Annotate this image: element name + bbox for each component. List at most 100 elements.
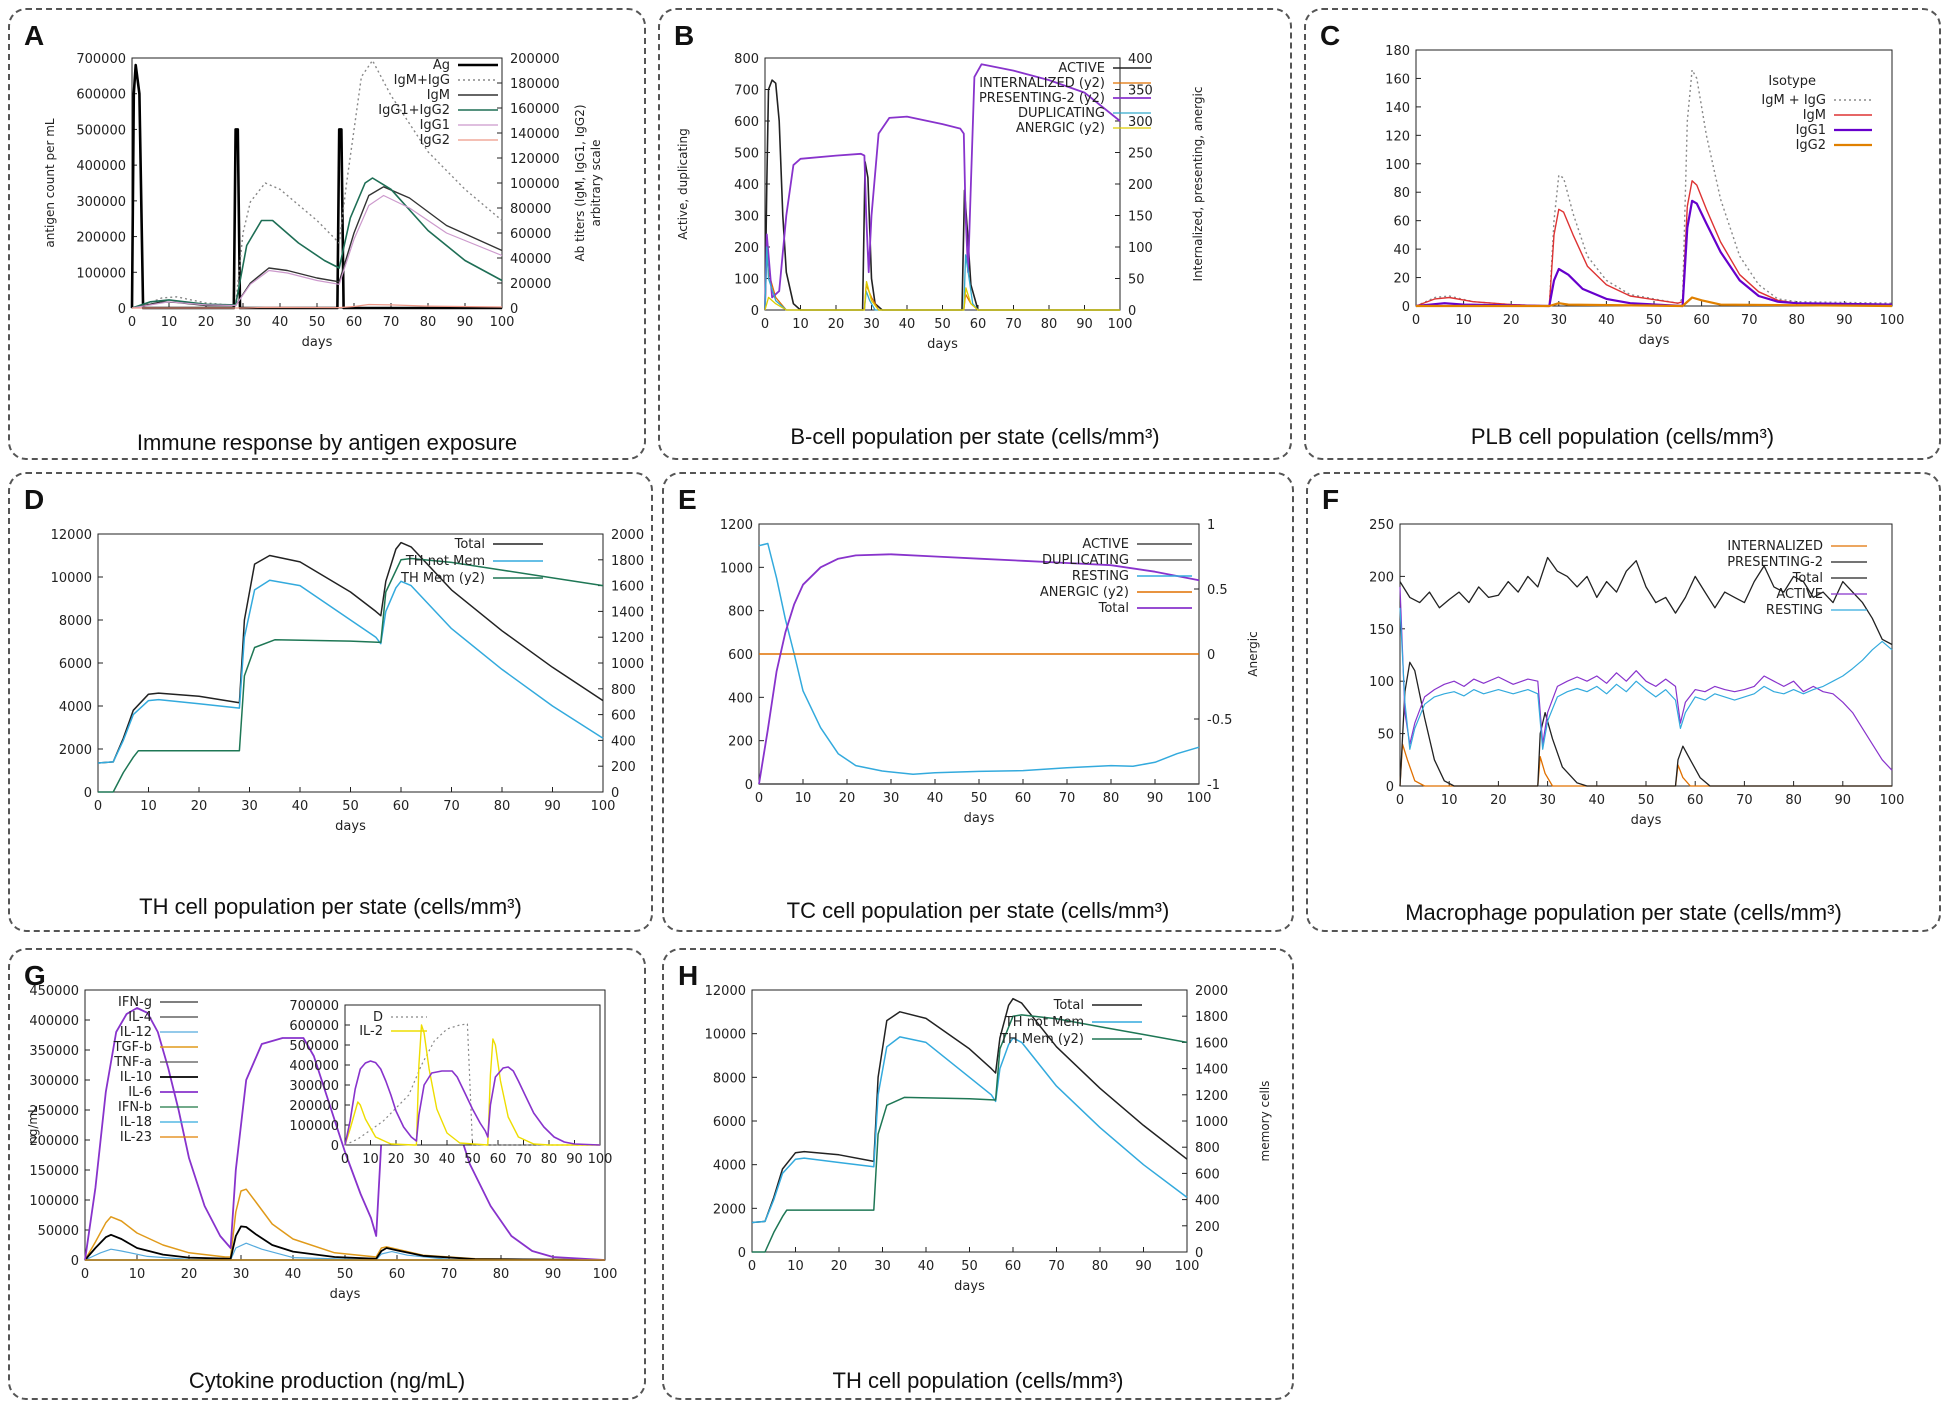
y2-tick-label: 800 — [1195, 1141, 1220, 1156]
y-tick-label: 100000 — [29, 1194, 79, 1209]
x-tick-label: 90 — [1135, 1259, 1152, 1274]
y-tick-label: 700000 — [289, 999, 339, 1014]
legend-label: TH not Mem — [405, 554, 485, 569]
x-axis-label: days — [954, 1279, 985, 1294]
y-tick-label: 250000 — [29, 1104, 79, 1119]
plot-frame — [751, 989, 1188, 1253]
y-tick-label: 1000 — [720, 561, 753, 576]
x-tick-label: 30 — [233, 1267, 250, 1282]
x-tick-label: 70 — [515, 1152, 532, 1167]
series-line — [1415, 180, 1893, 307]
y2-tick-label: 40000 — [510, 252, 551, 267]
y-tick-label: 140 — [1385, 101, 1410, 116]
legend-label: IgM — [1803, 108, 1826, 123]
legend-label: Total — [1053, 998, 1084, 1013]
chart-cytokine-production: 0 10 20 30 40 50 60 70 80 90 100050000100000150000… — [26, 984, 618, 1302]
y-axis-label: Active, duplicating — [676, 128, 690, 239]
panel-letter: H — [678, 960, 699, 991]
series-line — [344, 1060, 601, 1146]
y2-tick-label: 0 — [1195, 1246, 1203, 1261]
y2-tick-label: 1600 — [611, 580, 644, 595]
x-tick-label: 70 — [1736, 793, 1753, 808]
x-tick-label: 20 — [198, 315, 215, 330]
series-line — [131, 186, 503, 309]
x-tick-label: 0 — [94, 799, 102, 814]
y2-tick-label: 0.5 — [1207, 583, 1228, 598]
y-tick-label: 50 — [1377, 728, 1394, 743]
x-tick-label: 70 — [1741, 313, 1758, 328]
series-line — [1416, 296, 1893, 308]
series-line — [132, 303, 503, 309]
y-tick-label: 700 — [734, 84, 759, 99]
y2-tick-label: 80000 — [510, 202, 551, 217]
legend-label: ANERGIC (y2) — [1040, 585, 1129, 600]
legend-label: DUPLICATING — [1042, 553, 1129, 568]
y-tick-label: 60 — [1393, 215, 1410, 230]
legend-label: IL-2 — [359, 1024, 383, 1039]
panel-caption: TH cell population per state (cells/mm³) — [139, 894, 522, 919]
chart-th-cell-population: 0 10 20 30 40 50 60 70 80 90 100020004000600080001… — [705, 984, 1272, 1294]
series-line — [84, 1225, 606, 1261]
panel-letter: B — [674, 20, 695, 51]
x-tick-label: 100 — [593, 1267, 618, 1282]
y-tick-label: 0 — [331, 1139, 339, 1154]
x-tick-label: 0 — [81, 1267, 89, 1282]
y-tick-label: 40 — [1393, 243, 1410, 258]
y2-axis-label: Internalized, presenting, anergic — [1191, 87, 1205, 282]
legend-label: RESTING — [1072, 569, 1129, 584]
series-line — [1399, 743, 1892, 787]
legend-label: IgG2 — [420, 133, 450, 148]
legend-label: IgG1 — [1796, 123, 1826, 138]
x-tick-label: 30 — [863, 317, 880, 332]
panel-caption: TC cell population per state (cells/mm³) — [786, 898, 1170, 923]
y-tick-label: 200 — [728, 735, 753, 750]
legend-label: INTERNALIZED — [1727, 539, 1823, 554]
legend-label: TH not Mem — [1004, 1015, 1084, 1030]
x-tick-label: 40 — [272, 315, 289, 330]
x-tick-label: 50 — [337, 1267, 354, 1282]
y-tick-label: 20 — [1393, 272, 1410, 287]
y2-tick-label: 1800 — [611, 554, 644, 569]
y2-tick-label: 120000 — [510, 152, 560, 167]
y2-tick-label: 60000 — [510, 227, 551, 242]
y-tick-label: 0 — [84, 786, 92, 801]
panel-c: C 0 10 20 30 40 50 60 70 80 90 100 0 20 40 60 80 100 120 1… — [1304, 8, 1941, 460]
y2-tick-label: 2000 — [1195, 984, 1228, 999]
x-tick-label: 20 — [839, 791, 856, 806]
x-tick-label: 0 — [1412, 313, 1420, 328]
x-tick-label: 90 — [566, 1152, 583, 1167]
y2-tick-label: 1600 — [1195, 1036, 1228, 1051]
x-tick-label: 50 — [934, 317, 951, 332]
y-tick-label: 200000 — [289, 1099, 339, 1114]
y-tick-label: 4000 — [713, 1159, 746, 1174]
y-tick-label: 300 — [734, 210, 759, 225]
series-line — [130, 63, 502, 310]
series-line — [1399, 661, 1892, 787]
x-tick-label: 60 — [346, 315, 363, 330]
x-tick-label: 100 — [490, 315, 515, 330]
legend-label: IgG2 — [1796, 138, 1826, 153]
x-tick-label: 70 — [383, 315, 400, 330]
x-tick-label: 50 — [464, 1152, 481, 1167]
x-axis-label: days — [302, 335, 333, 350]
y-tick-label: 500000 — [76, 123, 126, 138]
x-tick-label: 50 — [961, 1259, 978, 1274]
x-axis-label: days — [1631, 813, 1662, 828]
x-tick-label: 40 — [292, 799, 309, 814]
x-axis-label: days — [927, 337, 958, 352]
plot-frame — [1415, 49, 1893, 307]
y2-tick-label: 600 — [611, 709, 636, 724]
x-tick-label: 80 — [493, 1267, 510, 1282]
y-tick-label: 350000 — [29, 1044, 79, 1059]
x-tick-label: 10 — [140, 799, 157, 814]
series-line — [344, 1024, 600, 1146]
series-line — [764, 246, 1120, 311]
legend-label: RESTING — [1766, 603, 1823, 618]
panel-a: A 0 10 20 30 40 50 60 70 80 90 100 0 100000 200000 300… — [8, 8, 646, 460]
legend-label: IFN-b — [118, 1100, 152, 1115]
panel-f: F 0 10 20 30 40 50 60 70 80 90 100 0 50 100 150 200 250 d… — [1306, 472, 1941, 932]
y-tick-label: 500000 — [289, 1039, 339, 1054]
y2-tick-label: 250 — [1128, 147, 1153, 162]
y-tick-label: 100000 — [76, 266, 126, 281]
legend-label: PRESENTING-2 — [1727, 555, 1823, 570]
